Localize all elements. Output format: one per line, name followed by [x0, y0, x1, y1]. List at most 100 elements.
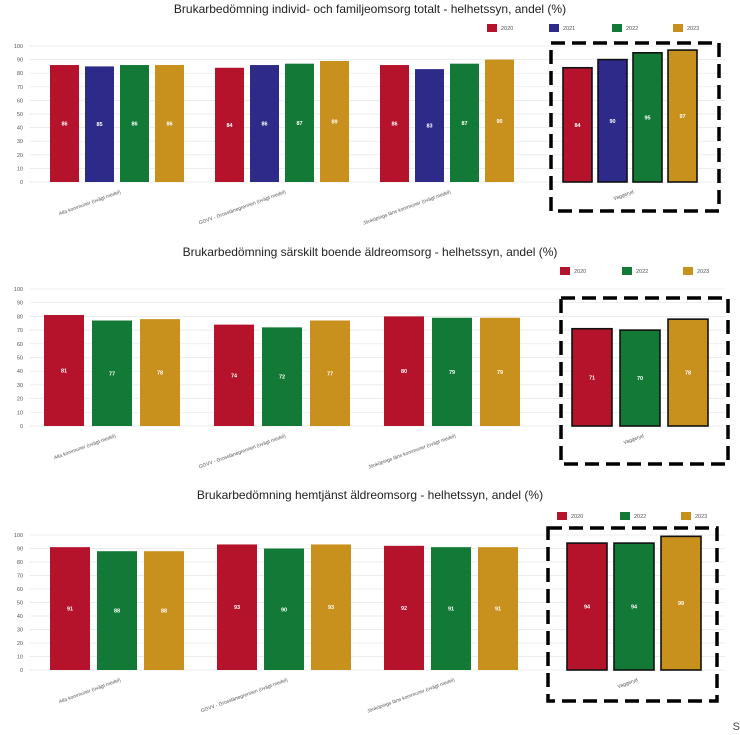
legend-label-2022: 2022: [626, 26, 638, 32]
y-tick-label: 40: [17, 126, 23, 132]
legend-label-2022: 2022: [636, 269, 648, 275]
bar-value-label: 78: [157, 371, 163, 377]
y-tick-label: 50: [17, 112, 23, 118]
bar-2021: [85, 66, 114, 182]
y-tick-label: 80: [17, 560, 23, 566]
bar-value-label: 91: [495, 607, 501, 613]
bar-value-label: 72: [279, 375, 285, 381]
x-tick-label: Alla kommuner (ovägt medel): [58, 677, 122, 705]
y-tick-label: 100: [14, 44, 23, 50]
y-tick-label: 50: [17, 356, 23, 362]
bar-value-label: 71: [589, 375, 595, 381]
bar-2022: [450, 63, 479, 182]
legend-swatch-2023: [673, 24, 683, 32]
y-tick-label: 70: [17, 85, 23, 91]
y-tick-label: 80: [17, 314, 23, 320]
bar-value-label: 94: [631, 605, 638, 611]
bar-2022: [92, 320, 132, 426]
legend-swatch-2020: [487, 24, 497, 32]
bar-value-label: 93: [328, 605, 334, 611]
x-tick-label: Alla kommuner (ovägt medel): [53, 433, 117, 461]
x-tick-label: GGVV - Grosslänegrennen (ovägt medel): [198, 189, 287, 226]
x-tick-label: Jönköpings läns kommuner (ovägt medel): [362, 189, 452, 226]
bar-value-label: 91: [448, 607, 454, 613]
bar-2023: [155, 65, 184, 182]
highlight-box: [546, 526, 719, 703]
y-tick-label: 50: [17, 601, 23, 607]
bar-value-label: 86: [166, 122, 172, 128]
y-tick-label: 30: [17, 383, 23, 389]
bar-2023: [311, 544, 351, 670]
bar-2022: [632, 51, 663, 183]
legend-label-2020: 2020: [574, 269, 586, 275]
bar-2020: [50, 547, 90, 670]
x-tick-label: Jönköpings läns kommuner (ovägt medel): [366, 677, 456, 714]
legend-swatch-2023: [683, 267, 693, 275]
y-tick-label: 40: [17, 369, 23, 375]
legend-label-2023: 2023: [695, 514, 707, 520]
chart-2: Brukarbedömning särskilt boende äldreoms…: [14, 245, 730, 471]
bar-2022: [285, 63, 314, 182]
y-tick-label: 0: [20, 424, 23, 430]
legend-label-2020: 2020: [501, 26, 513, 32]
bar-value-label: 85: [96, 122, 102, 128]
y-tick-label: 90: [17, 58, 23, 64]
bar-2020: [217, 544, 257, 670]
bar-2023: [480, 317, 520, 426]
bar-2022: [432, 317, 472, 426]
bar-value-label: 80: [401, 369, 407, 375]
corner-text: S: [732, 721, 740, 733]
bar-2023: [667, 49, 698, 183]
bar-2022: [120, 65, 149, 182]
bar-2023: [478, 547, 518, 670]
chart-3: Brukarbedömning hemtjänst äldreomsorg - …: [14, 488, 725, 715]
bar-value-label: 86: [131, 122, 137, 128]
bar-value-label: 88: [114, 609, 120, 615]
y-tick-label: 20: [17, 153, 23, 159]
bar-2021: [250, 65, 279, 182]
bar-2022: [97, 551, 137, 670]
bar-2020: [214, 324, 254, 426]
x-tick-label: Alla kommuner (ovägt medel): [58, 189, 122, 217]
bar-value-label: 89: [331, 119, 337, 125]
legend-swatch-2022: [622, 267, 632, 275]
bar-value-label: 99: [678, 601, 684, 607]
bar-value-label: 97: [679, 114, 685, 120]
x-tick-label: Vaggeryd: [623, 433, 645, 446]
bar-2020: [571, 327, 613, 427]
y-tick-label: 0: [20, 668, 23, 674]
bar-2022: [619, 329, 661, 427]
chart-1: Brukarbedömning individ- och familjeomso…: [14, 2, 725, 227]
bar-value-label: 79: [497, 370, 503, 376]
bar-2022: [613, 542, 655, 671]
bar-2021: [415, 69, 444, 182]
x-tick-label: GGVV - Grosslänegrennen (ovägt medel): [200, 677, 289, 714]
legend-label-2020: 2020: [571, 514, 583, 520]
bar-2022: [431, 547, 471, 670]
bar-value-label: 84: [574, 123, 581, 129]
y-tick-label: 40: [17, 614, 23, 620]
highlight-box: [549, 41, 721, 213]
legend-swatch-2021: [549, 24, 559, 32]
bar-2020: [566, 542, 608, 671]
legend-swatch-2022: [612, 24, 622, 32]
y-tick-label: 90: [17, 547, 23, 553]
bar-value-label: 86: [261, 122, 267, 128]
bar-value-label: 87: [296, 121, 302, 127]
y-tick-label: 30: [17, 139, 23, 145]
bar-value-label: 88: [161, 609, 167, 615]
bar-2022: [262, 327, 302, 426]
y-tick-label: 20: [17, 397, 23, 403]
bar-2020: [380, 65, 409, 182]
bar-value-label: 83: [426, 124, 432, 130]
bar-value-label: 90: [609, 119, 615, 125]
bar-2023: [310, 320, 350, 426]
bar-value-label: 77: [109, 371, 115, 377]
legend-swatch-2020: [557, 512, 567, 520]
bar-value-label: 86: [61, 122, 67, 128]
legend-label-2023: 2023: [687, 26, 699, 32]
bar-2020: [44, 315, 84, 426]
chart-title: Brukarbedömning hemtjänst äldreomsorg - …: [197, 488, 543, 502]
y-tick-label: 20: [17, 641, 23, 647]
y-tick-label: 80: [17, 71, 23, 77]
